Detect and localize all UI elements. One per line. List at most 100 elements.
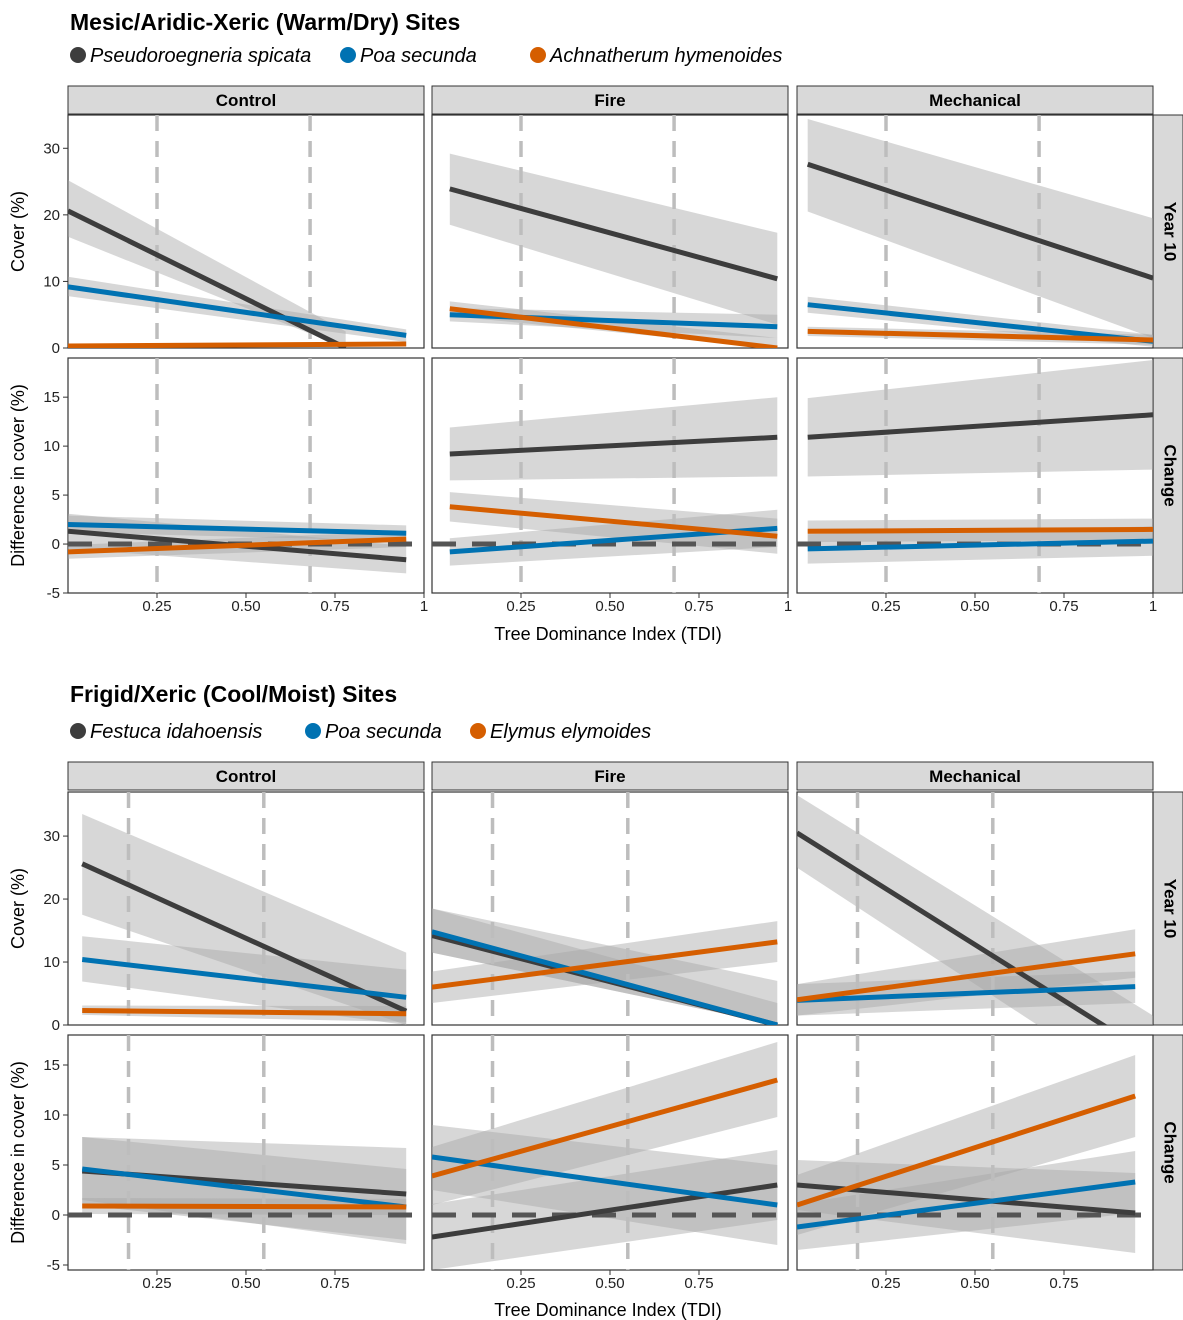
- series-line-2: [432, 929, 778, 1025]
- x-tick-label: 0.50: [960, 598, 989, 615]
- legend-key-3: [470, 723, 486, 739]
- facet-strip-label: Control: [216, 767, 276, 786]
- series-line-1: [806, 161, 1153, 281]
- legend-key-2: [340, 47, 356, 63]
- y-tick-label: 10: [43, 954, 60, 971]
- panel-control-change: -5 0 5 10 15 0.25 0.50 0.75: [43, 1034, 425, 1292]
- y-tick-label: 5: [52, 487, 60, 504]
- facet-block-1: Mesic/Aridic-Xeric (Warm/Dry) Sites Pseud…: [8, 9, 1183, 644]
- panel-control-year10: 0 10 20 30: [43, 791, 425, 1034]
- x-tick-label: 0.75: [320, 598, 349, 615]
- panel-plot-area: [68, 358, 424, 593]
- panel-border: [67, 114, 425, 349]
- facet-strip-label: Fire: [594, 91, 625, 110]
- series-line-3: [82, 1008, 407, 1017]
- panel-plot-area: [432, 1035, 788, 1270]
- x-tick-label: 0.50: [595, 598, 624, 615]
- x-tick-label: 0.50: [231, 1275, 260, 1292]
- x-tick-label: 0.25: [506, 1275, 535, 1292]
- series-line-1: [797, 830, 1108, 1025]
- chart-title: Frigid/Xeric (Cool/Moist) Sites: [70, 681, 397, 707]
- confidence-band-1: [807, 119, 1153, 338]
- y-tick-label: 0: [52, 340, 60, 357]
- panel-control-year10: 0 10 20 30: [43, 114, 425, 357]
- x-tick-label: 0.75: [684, 598, 713, 615]
- legend-label-1: Pseudoroegneria spicata: [90, 45, 311, 67]
- x-axis-title: Tree Dominance Index (TDI): [494, 624, 721, 644]
- x-tick-label: 0.75: [320, 1275, 349, 1292]
- legend-label-3: Achnatherum hymenoides: [549, 45, 782, 67]
- y-tick-label: -5: [47, 585, 60, 602]
- y-axis-title: Cover (%): [8, 191, 28, 272]
- y-axis-title: Cover (%): [8, 868, 28, 949]
- row-strip-label: Change: [1161, 444, 1180, 506]
- series-line-1: [449, 186, 778, 282]
- series-line-3: [68, 341, 407, 348]
- y-tick-label: 10: [43, 438, 60, 455]
- series-line-1: [432, 1182, 778, 1240]
- confidence-band-1: [807, 360, 1153, 477]
- panel-plot-area: [797, 792, 1153, 1025]
- y-tick-label: 20: [43, 207, 60, 224]
- facet-strip-control: [67, 85, 425, 115]
- series-line-2: [807, 538, 1153, 552]
- series-line-1: [81, 861, 408, 1014]
- x-tick-label: 0.75: [1049, 1275, 1078, 1292]
- y-tick-label: -5: [47, 1257, 60, 1274]
- legend-label-2: Poa secunda: [360, 45, 477, 67]
- y-tick-label: 0: [52, 1207, 60, 1224]
- panel-fire-year10: [431, 791, 789, 1026]
- series-line-3: [432, 939, 778, 990]
- panel-fire-change: 0.25 0.50 0.75 1: [431, 357, 792, 615]
- panel-plot-area: [81, 792, 408, 1025]
- series-line-2: [797, 1179, 1136, 1230]
- series-line-2: [68, 522, 407, 536]
- panel-control-change: -5 0 5 10 15 0.25 0.50 0.75 1: [43, 357, 428, 615]
- panel-fire-year10: [431, 114, 789, 349]
- confidence-band-3: [797, 929, 1136, 1016]
- panel-mechanical-change: 0.25 0.50 0.75: [796, 1034, 1154, 1292]
- x-tick-label: 0.75: [684, 1275, 713, 1292]
- facet-block-2: Frigid/Xeric (Cool/Moist) Sites Festuca i…: [8, 681, 1183, 1320]
- legend-label-2: Poa secunda: [325, 721, 442, 743]
- panel-plot-area: [432, 792, 778, 1025]
- facet-strip-mechanical: [796, 85, 1154, 115]
- series-line-3: [68, 536, 407, 555]
- series-line-1: [68, 208, 347, 348]
- panel-plot-area: [797, 1035, 1153, 1270]
- x-tick-label: 1: [1149, 598, 1157, 615]
- panel-border: [796, 357, 1154, 594]
- panel-plot-area: [68, 115, 407, 348]
- row-strip-label: Change: [1161, 1121, 1180, 1183]
- x-tick-label: 0.25: [871, 598, 900, 615]
- x-tick-label: 1: [784, 598, 792, 615]
- y-tick-label: 5: [52, 1157, 60, 1174]
- confidence-band-1: [449, 153, 778, 325]
- series-line-2: [807, 302, 1153, 344]
- row-strip-1: [1152, 114, 1183, 349]
- x-tick-label: 0.50: [231, 598, 260, 615]
- x-tick-label: 0.75: [1049, 598, 1078, 615]
- row-strip-label: Year 10: [1161, 879, 1180, 939]
- legend-key-3: [530, 47, 546, 63]
- y-tick-label: 10: [43, 273, 60, 290]
- facet-strip-label: Mechanical: [929, 91, 1021, 110]
- series-line-1: [797, 1182, 1136, 1216]
- x-tick-label: 0.25: [142, 1275, 171, 1292]
- x-tick-label: 0.25: [142, 598, 171, 615]
- y-tick-label: 20: [43, 891, 60, 908]
- panel-border: [431, 357, 789, 594]
- legend-key-2: [305, 723, 321, 739]
- facet-strip-label: Fire: [594, 767, 625, 786]
- x-tick-label: 1: [420, 598, 428, 615]
- panel-mechanical-change: 0.25 0.50 0.75 1: [796, 357, 1157, 615]
- facet-strip-fire: [431, 761, 789, 791]
- legend-key-1: [70, 723, 86, 739]
- confidence-band-3: [432, 1042, 778, 1205]
- chart-title: Mesic/Aridic-Xeric (Warm/Dry) Sites: [70, 9, 460, 35]
- panel-mechanical-year10: [796, 791, 1154, 1026]
- series-line-2: [81, 957, 407, 1000]
- series-line-2: [81, 1166, 407, 1210]
- legend-label-1: Festuca idahoensis: [90, 721, 262, 743]
